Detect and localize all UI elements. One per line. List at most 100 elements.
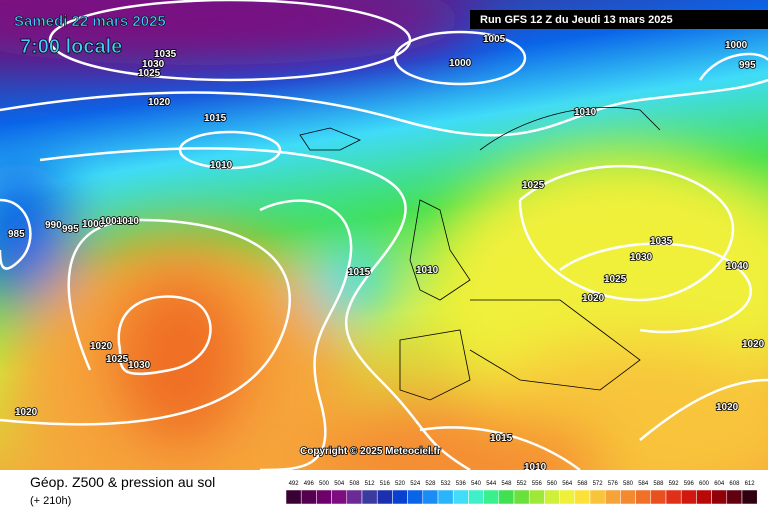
isobar-label: 1020 <box>582 293 605 304</box>
isobar-label: 1010 <box>210 160 233 171</box>
isobar-label: 1030 <box>128 360 151 371</box>
colorbar-label: 604 <box>714 481 725 487</box>
colorbar-label: 548 <box>501 481 512 487</box>
isobar-label: 1030 <box>142 59 165 70</box>
colorbar-label: 500 <box>319 481 330 487</box>
colorbar-swatch <box>452 489 469 505</box>
colorbar-swatch <box>376 489 393 505</box>
isobar-label: 1025 <box>522 180 545 191</box>
colorbar-label: 568 <box>577 481 588 487</box>
colorbar-swatch <box>285 489 302 505</box>
date: Samedi 22 mars 2025 <box>14 13 166 30</box>
colorbar-label: 576 <box>608 481 619 487</box>
isobars <box>0 0 768 470</box>
colorbar-swatch <box>300 489 317 505</box>
colorbar: 492 496 500 504 508 512 516 520 524 528 532 536 540 5… <box>285 481 758 505</box>
colorbar-swatch <box>361 489 378 505</box>
isobar-label: 990 <box>45 220 62 231</box>
colorbar-swatch <box>635 489 652 505</box>
isobar-label: 1015 <box>348 267 371 278</box>
colorbar-swatch <box>513 489 530 505</box>
isobar-label: 1010 <box>574 107 597 118</box>
colorbar-swatch <box>316 489 332 505</box>
colorbar-label: 504 <box>334 481 345 487</box>
isobar-label: 1020 <box>716 402 739 413</box>
colorbar-label: 564 <box>562 481 573 487</box>
footer-title: Géop. Z500 & pression au sol <box>30 474 215 490</box>
isobar-label: 1020 <box>742 339 765 350</box>
colorbar-swatch <box>528 489 545 505</box>
isobar-label: 1025 <box>138 68 161 79</box>
isobar-label: 1035 <box>650 236 673 247</box>
colorbar-swatch <box>559 489 576 505</box>
isobar-label: 1030 <box>630 252 653 263</box>
colorbar-swatch <box>437 489 454 505</box>
run-info: Run GFS 12 Z du Jeudi 13 mars 2025 <box>480 14 673 26</box>
colorbar-label: 588 <box>653 481 664 487</box>
colorbar-swatch <box>468 489 484 505</box>
time: 7:00 locale <box>20 36 122 58</box>
colorbar-label: 600 <box>699 481 710 487</box>
isobar-label: 1040 <box>726 261 749 272</box>
isobar-label: 1025 <box>604 274 627 285</box>
colorbar-swatch <box>680 489 697 505</box>
colorbar-label: 512 <box>365 481 376 487</box>
colorbar-label: 496 <box>304 481 315 487</box>
lead-time: (+ 210h) <box>30 495 71 507</box>
isobar-label: 1020 <box>15 407 38 418</box>
colorbar-swatch <box>483 489 500 505</box>
colorbar-swatch <box>726 489 743 505</box>
isobar-label: 985 <box>8 229 25 240</box>
isobar-label: 1000 <box>449 58 472 69</box>
isobar-label: 1001010 <box>100 216 139 227</box>
isobar-label: 1015 <box>490 433 513 444</box>
colorbar-label: 560 <box>547 481 558 487</box>
colorbar-swatch <box>665 489 682 505</box>
colorbar-swatch <box>574 489 591 505</box>
colorbar-label: 608 <box>729 481 740 487</box>
isobar-label: 995 <box>739 60 756 71</box>
isobar-label: 1015 <box>204 113 227 124</box>
colorbar-swatch <box>346 489 363 505</box>
colorbar-label: 612 <box>745 481 756 487</box>
isobar-label: 1025 <box>106 354 129 365</box>
colorbar-label: 596 <box>684 481 695 487</box>
colorbar-label: 584 <box>638 481 649 487</box>
colorbar-swatch <box>392 489 408 505</box>
copyright: Copyright © 2025 Meteociel.fr <box>300 446 441 457</box>
isobar-label: 1010 <box>416 265 439 276</box>
isobar-label: 1020 <box>148 97 171 108</box>
colorbar-label: 520 <box>395 481 406 487</box>
colorbar-label: 552 <box>517 481 528 487</box>
colorbar-label: 532 <box>441 481 452 487</box>
colorbar-label: 592 <box>669 481 680 487</box>
colorbar-label: 580 <box>623 481 634 487</box>
isobar-label: 1020 <box>90 341 113 352</box>
colorbar-label: 572 <box>593 481 604 487</box>
colorbar-label: 540 <box>471 481 482 487</box>
colorbar-label: 528 <box>425 481 436 487</box>
colorbar-swatch <box>711 489 728 505</box>
colorbar-label: 536 <box>456 481 467 487</box>
isobar-label: 1000 <box>82 219 105 230</box>
colorbar-label: 516 <box>380 481 391 487</box>
run-banner <box>470 10 768 29</box>
colorbar-swatch <box>741 489 758 505</box>
isobar-label: 1035 <box>154 49 177 60</box>
isobar-label: 995 <box>62 224 79 235</box>
isobar-label: 1000 <box>725 40 748 51</box>
colorbar-label: 508 <box>349 481 360 487</box>
colorbar-swatch <box>604 489 621 505</box>
colorbar-label: 492 <box>289 481 300 487</box>
coastlines <box>299 107 661 401</box>
colorbar-label: 524 <box>410 481 421 487</box>
colorbar-swatch <box>422 489 439 505</box>
colorbar-swatch <box>498 489 515 505</box>
isobar-label: 1005 <box>483 34 506 45</box>
colorbar-swatch <box>620 489 636 505</box>
colorbar-swatch <box>407 489 424 505</box>
colorbar-label: 556 <box>532 481 543 487</box>
colorbar-swatch <box>589 489 606 505</box>
